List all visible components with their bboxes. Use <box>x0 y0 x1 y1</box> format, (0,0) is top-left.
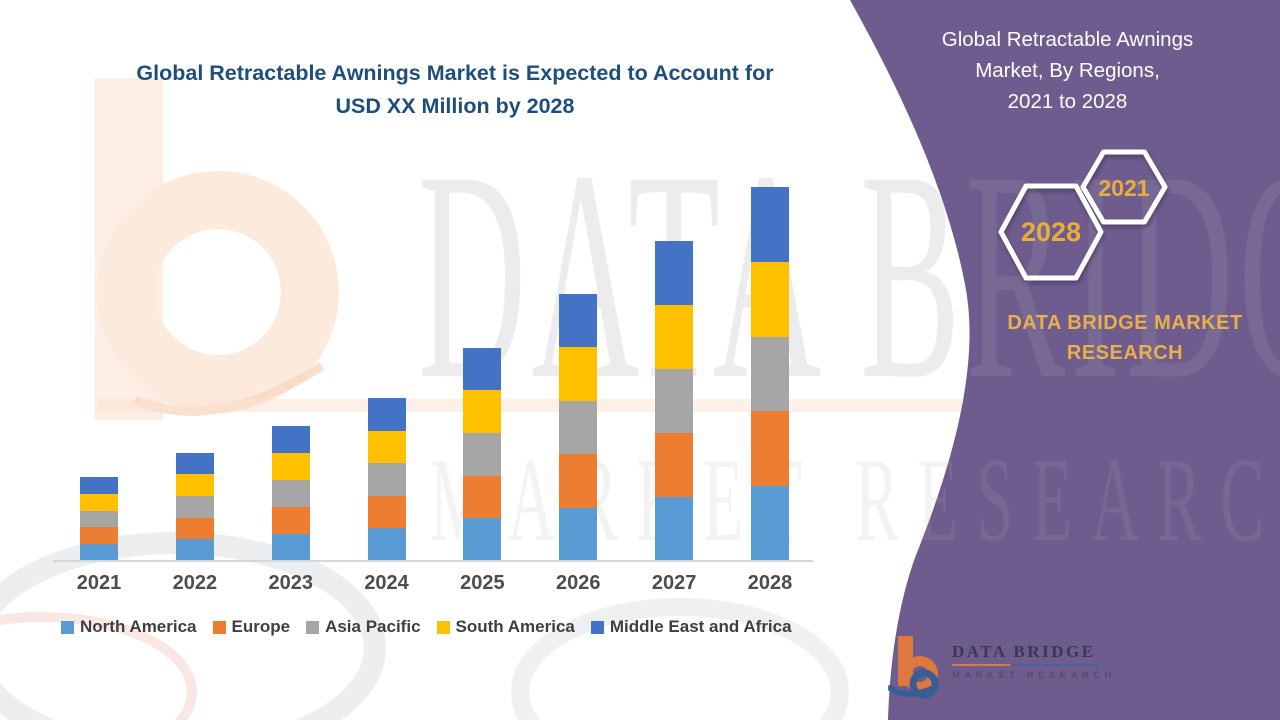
x-axis-label-2027: 2027 <box>651 572 697 594</box>
side-panel-title-line3: 2021 to 2028 <box>1007 90 1128 113</box>
legend-label: Asia Pacific <box>325 617 421 636</box>
bar-segment-asia-pacific-2023 <box>271 480 310 508</box>
legend-label: Middle East and Africa <box>609 617 792 636</box>
bar-segment-asia-pacific-2025 <box>463 433 502 476</box>
side-panel-title: Global Retractable Awnings Market, By Re… <box>880 24 1255 117</box>
bar-segment-north-america-2026 <box>559 507 598 561</box>
x-axis-label-2023: 2023 <box>268 572 313 594</box>
legend-swatch <box>436 620 450 634</box>
dbmr-logo-rule <box>952 664 1098 666</box>
bar-segment-south-america-2024 <box>367 430 406 464</box>
x-axis-label-2024: 2024 <box>364 572 409 594</box>
bar-segment-middle-east-and-africa-2028 <box>750 187 789 262</box>
bar-segment-north-america-2024 <box>367 528 406 561</box>
chart-title-line1: Global Retractable Awnings Market is Exp… <box>136 61 774 85</box>
legend-swatch <box>306 620 320 634</box>
watermark-swirls <box>0 532 849 720</box>
legend-swatch <box>212 620 226 634</box>
x-axis-label-2028: 2028 <box>747 572 793 594</box>
bar-segment-asia-pacific-2024 <box>367 463 406 496</box>
x-axis-label-2022: 2022 <box>172 572 218 594</box>
bar-segment-south-america-2022 <box>175 474 214 496</box>
bar-segment-north-america-2023 <box>271 534 310 561</box>
chart-title: Global Retractable Awnings Market is Exp… <box>100 57 810 123</box>
dbmr-logo: DATA BRIDGE MARKET RESEARCH <box>888 630 1128 710</box>
side-panel-title-line2: Market, By Regions, <box>975 59 1160 82</box>
bar-segment-north-america-2022 <box>175 539 214 561</box>
bar-segment-europe-2021 <box>80 527 118 545</box>
bar-segment-europe-2028 <box>750 411 789 487</box>
bar-segment-europe-2026 <box>559 454 598 508</box>
bar-segment-south-america-2021 <box>80 493 118 511</box>
bar-segment-south-america-2028 <box>750 261 789 337</box>
legend-item-europe: Europe <box>212 617 291 637</box>
dbmr-logo-subtitle: MARKET RESEARCH <box>952 670 1117 681</box>
x-axis-label-2025: 2025 <box>460 572 505 594</box>
bar-segment-south-america-2023 <box>271 453 310 481</box>
brand-name-text: DATA BRIDGE MARKET RESEARCH <box>960 308 1280 368</box>
bar-segment-europe-2025 <box>463 475 502 519</box>
chart-legend: North America Europe Asia Pacific South Ame… <box>61 617 792 637</box>
bar-segment-north-america-2025 <box>463 518 502 561</box>
bar-segment-europe-2022 <box>175 517 214 540</box>
bar-segment-middle-east-and-africa-2025 <box>463 347 502 391</box>
chart-title-line2: USD XX Million by 2028 <box>335 94 575 118</box>
bar-segment-middle-east-and-africa-2026 <box>559 293 598 348</box>
bar-segment-asia-pacific-2028 <box>750 336 789 412</box>
brand-name-line2: RESEARCH <box>1066 342 1184 364</box>
x-axis-line <box>53 560 813 562</box>
bar-segment-middle-east-and-africa-2024 <box>367 398 406 431</box>
bar-segment-asia-pacific-2027 <box>655 369 694 434</box>
bar-segment-europe-2027 <box>655 433 694 498</box>
bar-segment-europe-2024 <box>367 495 406 529</box>
x-axis-label-2026: 2026 <box>556 572 601 594</box>
side-panel-title-line1: Global Retractable Awnings <box>941 28 1194 51</box>
dbmr-logo-mark <box>888 636 939 699</box>
bar-segment-south-america-2025 <box>463 390 502 434</box>
legend-label: North America <box>80 617 197 636</box>
bar-segment-south-america-2026 <box>559 347 598 401</box>
watermark-logo-b <box>95 78 962 420</box>
bar-segment-north-america-2028 <box>750 486 789 561</box>
hexagon-2021-badge <box>1080 149 1168 225</box>
hexagon-badges: 2028 2021 <box>998 149 1168 281</box>
hexagon-2028-badge <box>998 183 1104 281</box>
bar-segment-middle-east-and-africa-2023 <box>271 426 310 454</box>
side-panel-background <box>850 0 1280 720</box>
legend-label: Europe <box>231 617 291 636</box>
bar-segment-middle-east-and-africa-2022 <box>175 452 214 475</box>
legend-item-north-america: North America <box>61 617 197 637</box>
bar-segment-north-america-2021 <box>80 544 118 561</box>
bar-segment-europe-2023 <box>271 507 310 535</box>
legend-label: South America <box>455 617 575 636</box>
legend-swatch <box>590 620 604 634</box>
bar-segment-asia-pacific-2021 <box>80 510 118 528</box>
legend-item-middle-east-and-africa: Middle East and Africa <box>590 617 792 637</box>
bar-segment-middle-east-and-africa-2021 <box>80 476 118 494</box>
bar-segment-north-america-2027 <box>655 497 694 561</box>
bar-segment-middle-east-and-africa-2027 <box>655 241 694 306</box>
legend-item-asia-pacific: Asia Pacific <box>306 617 421 637</box>
legend-swatch <box>61 620 74 634</box>
dbmr-logo-title: DATA BRIDGE <box>952 642 1096 661</box>
bar-segment-south-america-2027 <box>655 305 694 370</box>
bar-segment-asia-pacific-2026 <box>559 400 598 455</box>
brand-name-line1: DATA BRIDGE MARKET <box>1007 312 1243 334</box>
hexagon-2021-label: 2021 <box>1098 175 1149 201</box>
hexagon-2028-label: 2028 <box>1021 217 1081 247</box>
x-axis-label-2021: 2021 <box>76 572 122 594</box>
legend-item-south-america: South America <box>436 617 575 637</box>
bar-segment-asia-pacific-2022 <box>175 495 214 518</box>
